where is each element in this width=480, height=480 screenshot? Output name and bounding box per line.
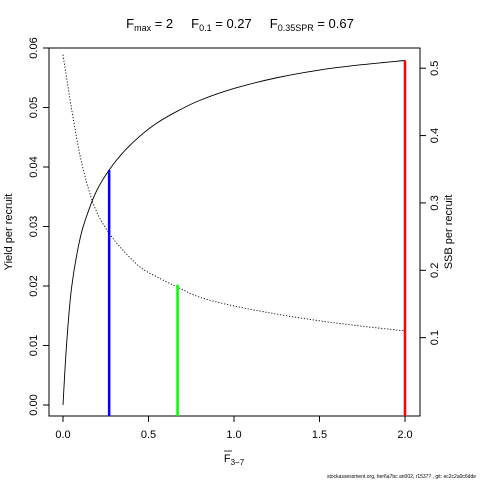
title-fmax-base: F [126,16,134,31]
x-tick-label: 1.0 [226,429,241,441]
x-axis-title-base: F [224,453,231,465]
y-left-tick-label: 0.06 [28,37,40,58]
y-left-tick-label: 0.02 [28,275,40,296]
yield-per-recruit-line [62,60,406,406]
y-axis-right: 0.1 0.2 0.3 0.4 0.5 [420,61,441,345]
ssb-per-recruit-line [62,54,406,332]
title-fspr-value: = 0.67 [314,16,354,31]
y-axis-right-title: SSB per recruit [443,195,455,270]
title-fspr-base: F [270,16,278,31]
x-tick-label: 0.0 [55,429,70,441]
title-fspr-sub: 0.35SPR [278,23,315,33]
y-left-tick-label: 0.04 [28,156,40,177]
y-right-tick-label: 0.2 [429,263,441,278]
y-left-tick-label: 0.00 [28,394,40,415]
title-f01-base: F [191,16,199,31]
title-fmax-sub: max [134,23,152,33]
y-left-tick-label: 0.01 [28,335,40,356]
x-tick-label: 1.5 [312,429,327,441]
reference-lines [107,60,407,416]
chart-title: Fmax = 2 F0.1 = 0.27 F0.35SPR = 0.67 [126,16,354,33]
y-right-tick-label: 0.5 [429,61,441,76]
y-right-tick-label: 0.3 [429,195,441,210]
x-axis-title: F3−7 [224,453,245,467]
title-f01-sub: 0.1 [199,23,212,33]
x-axis-title-sub: 3−7 [231,458,245,467]
y-left-tick-label: 0.05 [28,97,40,118]
plot-box [48,47,421,417]
series-group [62,54,406,406]
footer-text: stockassessment.org, her6a7bc an002, r15… [327,474,476,480]
y-axis-left: 0.00 0.01 0.02 0.03 0.04 0.05 0.06 [28,37,49,416]
title-fmax-value: = 2 [151,16,173,31]
y-right-tick-label: 0.1 [429,330,441,345]
x-tick-label: 0.5 [141,429,156,441]
y-left-tick-label: 0.03 [28,216,40,237]
y-axis-left-title: Yield per recruit [3,194,15,271]
title-f01-value: = 0.27 [212,16,252,31]
x-tick-label: 2.0 [397,429,412,441]
y-right-tick-label: 0.4 [429,128,441,143]
x-axis: 0.0 0.5 1.0 1.5 2.0 [55,416,413,441]
